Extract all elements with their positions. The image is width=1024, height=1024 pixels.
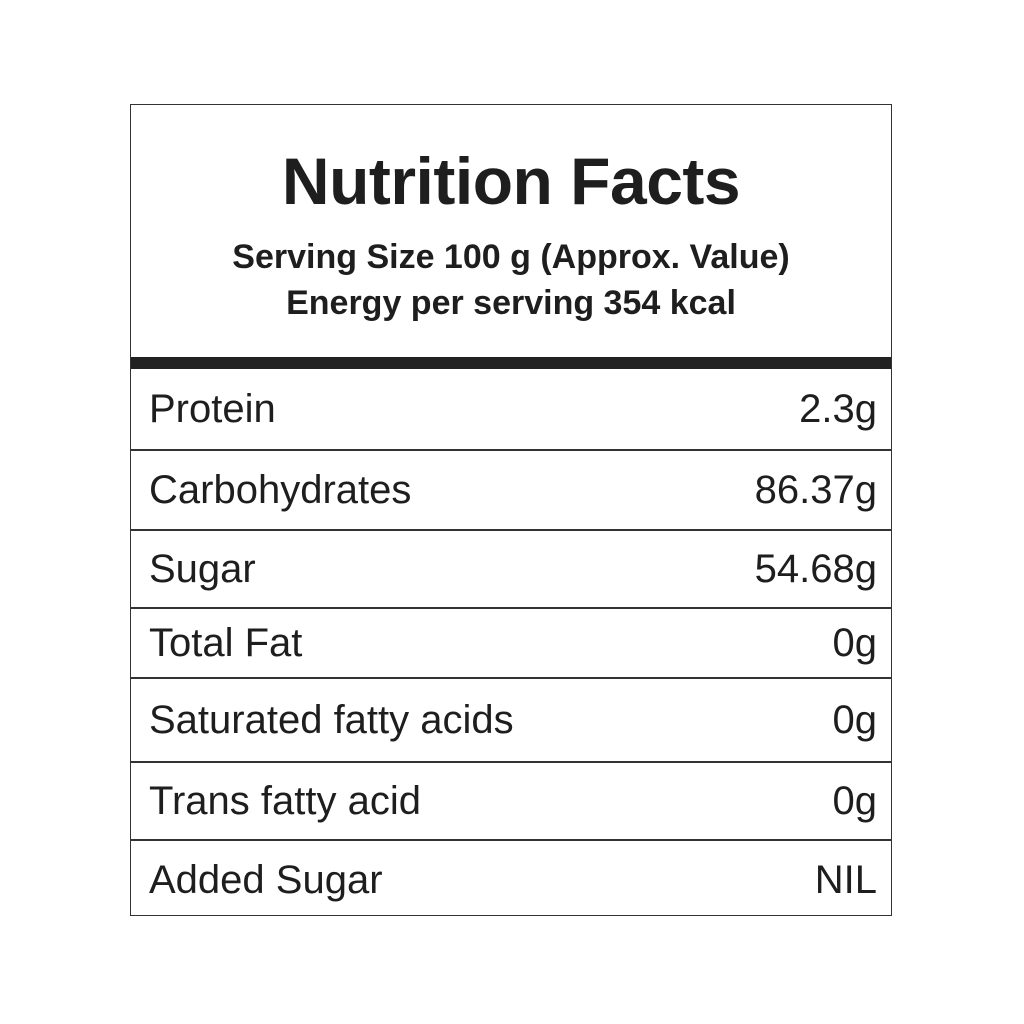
nutrient-value: 0g <box>832 698 878 742</box>
nutrient-name: Protein <box>149 387 276 431</box>
nutrient-name: Carbohydrates <box>149 468 412 512</box>
nutrient-name: Sugar <box>149 547 256 591</box>
nutrient-row-added-sugar: Added Sugar NIL <box>131 841 891 919</box>
energy-per-serving: Energy per serving 354 kcal <box>286 284 736 322</box>
nutrient-row-saturated-fatty-acids: Saturated fatty acids 0g <box>131 679 891 763</box>
nutrient-value: 2.3g <box>799 387 877 431</box>
nutrient-row-total-fat: Total Fat 0g <box>131 609 891 679</box>
label-header: Nutrition Facts Serving Size 100 g (Appr… <box>131 105 891 357</box>
label-title: Nutrition Facts <box>281 144 741 218</box>
nutrient-row-carbohydrates: Carbohydrates 86.37g <box>131 451 891 531</box>
nutrient-name: Total Fat <box>149 621 303 665</box>
nutrient-row-sugar: Sugar 54.68g <box>131 531 891 609</box>
header-divider <box>131 357 891 369</box>
nutrient-table: Protein 2.3g Carbohydrates 86.37g Sugar … <box>131 369 891 919</box>
nutrition-facts-label: Nutrition Facts Serving Size 100 g (Appr… <box>130 104 892 916</box>
nutrient-value: 0g <box>832 779 878 823</box>
nutrient-name: Added Sugar <box>149 858 383 902</box>
nutrient-value: NIL <box>814 858 877 902</box>
nutrient-name: Saturated fatty acids <box>149 698 514 742</box>
nutrient-row-trans-fatty-acid: Trans fatty acid 0g <box>131 763 891 841</box>
nutrient-name: Trans fatty acid <box>149 779 421 823</box>
nutrient-value: 54.68g <box>754 547 877 591</box>
nutrient-row-protein: Protein 2.3g <box>131 369 891 451</box>
nutrient-value: 0g <box>832 621 878 665</box>
serving-size: Serving Size 100 g (Approx. Value) <box>232 238 790 276</box>
nutrient-value: 86.37g <box>754 468 877 512</box>
